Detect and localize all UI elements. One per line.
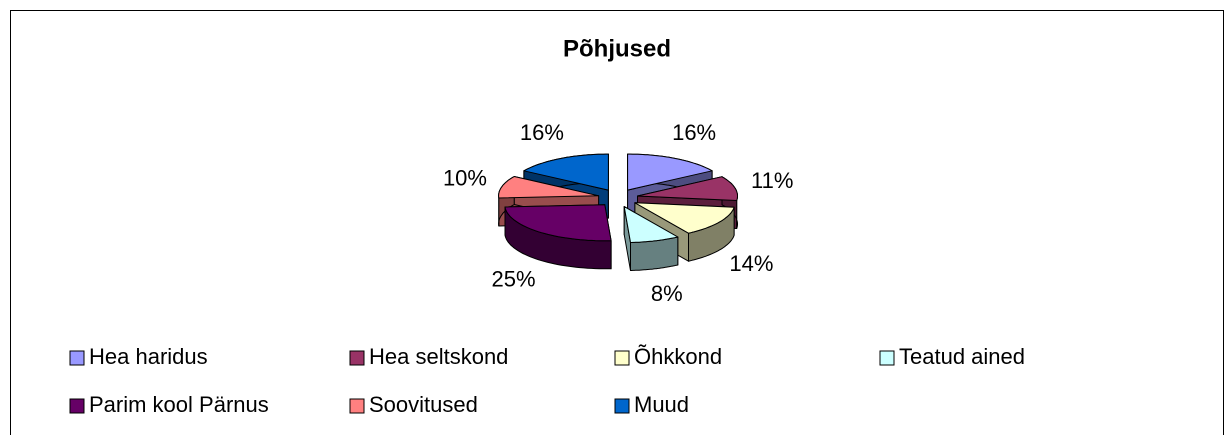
legend-swatch (69, 398, 85, 414)
legend-swatch (879, 350, 895, 366)
legend-label: Parim kool Pärnus (89, 392, 269, 417)
pie-slice (504, 204, 612, 270)
data-label: 16% (520, 120, 564, 145)
slice-top (627, 153, 713, 191)
data-label: 25% (491, 267, 535, 292)
data-label: 10% (443, 166, 487, 191)
slice-top (523, 153, 609, 191)
slice-top (504, 204, 612, 242)
legend-swatch (349, 350, 365, 366)
pie-slice (623, 206, 679, 271)
legend-label: Muud (634, 392, 689, 417)
data-label: 8% (651, 281, 683, 306)
legend-swatch (614, 398, 630, 414)
legend-label: Soovitused (369, 392, 478, 417)
slice-top (498, 176, 600, 199)
slice-top (623, 206, 679, 243)
legend-swatch (349, 398, 365, 414)
data-label: 14% (729, 251, 773, 276)
slice-top (634, 202, 735, 234)
legend-swatch (614, 350, 630, 366)
chart-frame (10, 10, 1224, 435)
legend-label: Teatud ained (899, 344, 1025, 369)
slice-top (637, 176, 738, 201)
chart-title: Põhjused (563, 35, 671, 62)
legend-label: Hea haridus (89, 344, 208, 369)
data-label: 11% (751, 168, 793, 193)
legend-label: Õhkkond (634, 344, 722, 369)
data-label: 16% (672, 120, 716, 145)
legend-label: Hea seltskond (369, 344, 508, 369)
legend-swatch (69, 350, 85, 366)
